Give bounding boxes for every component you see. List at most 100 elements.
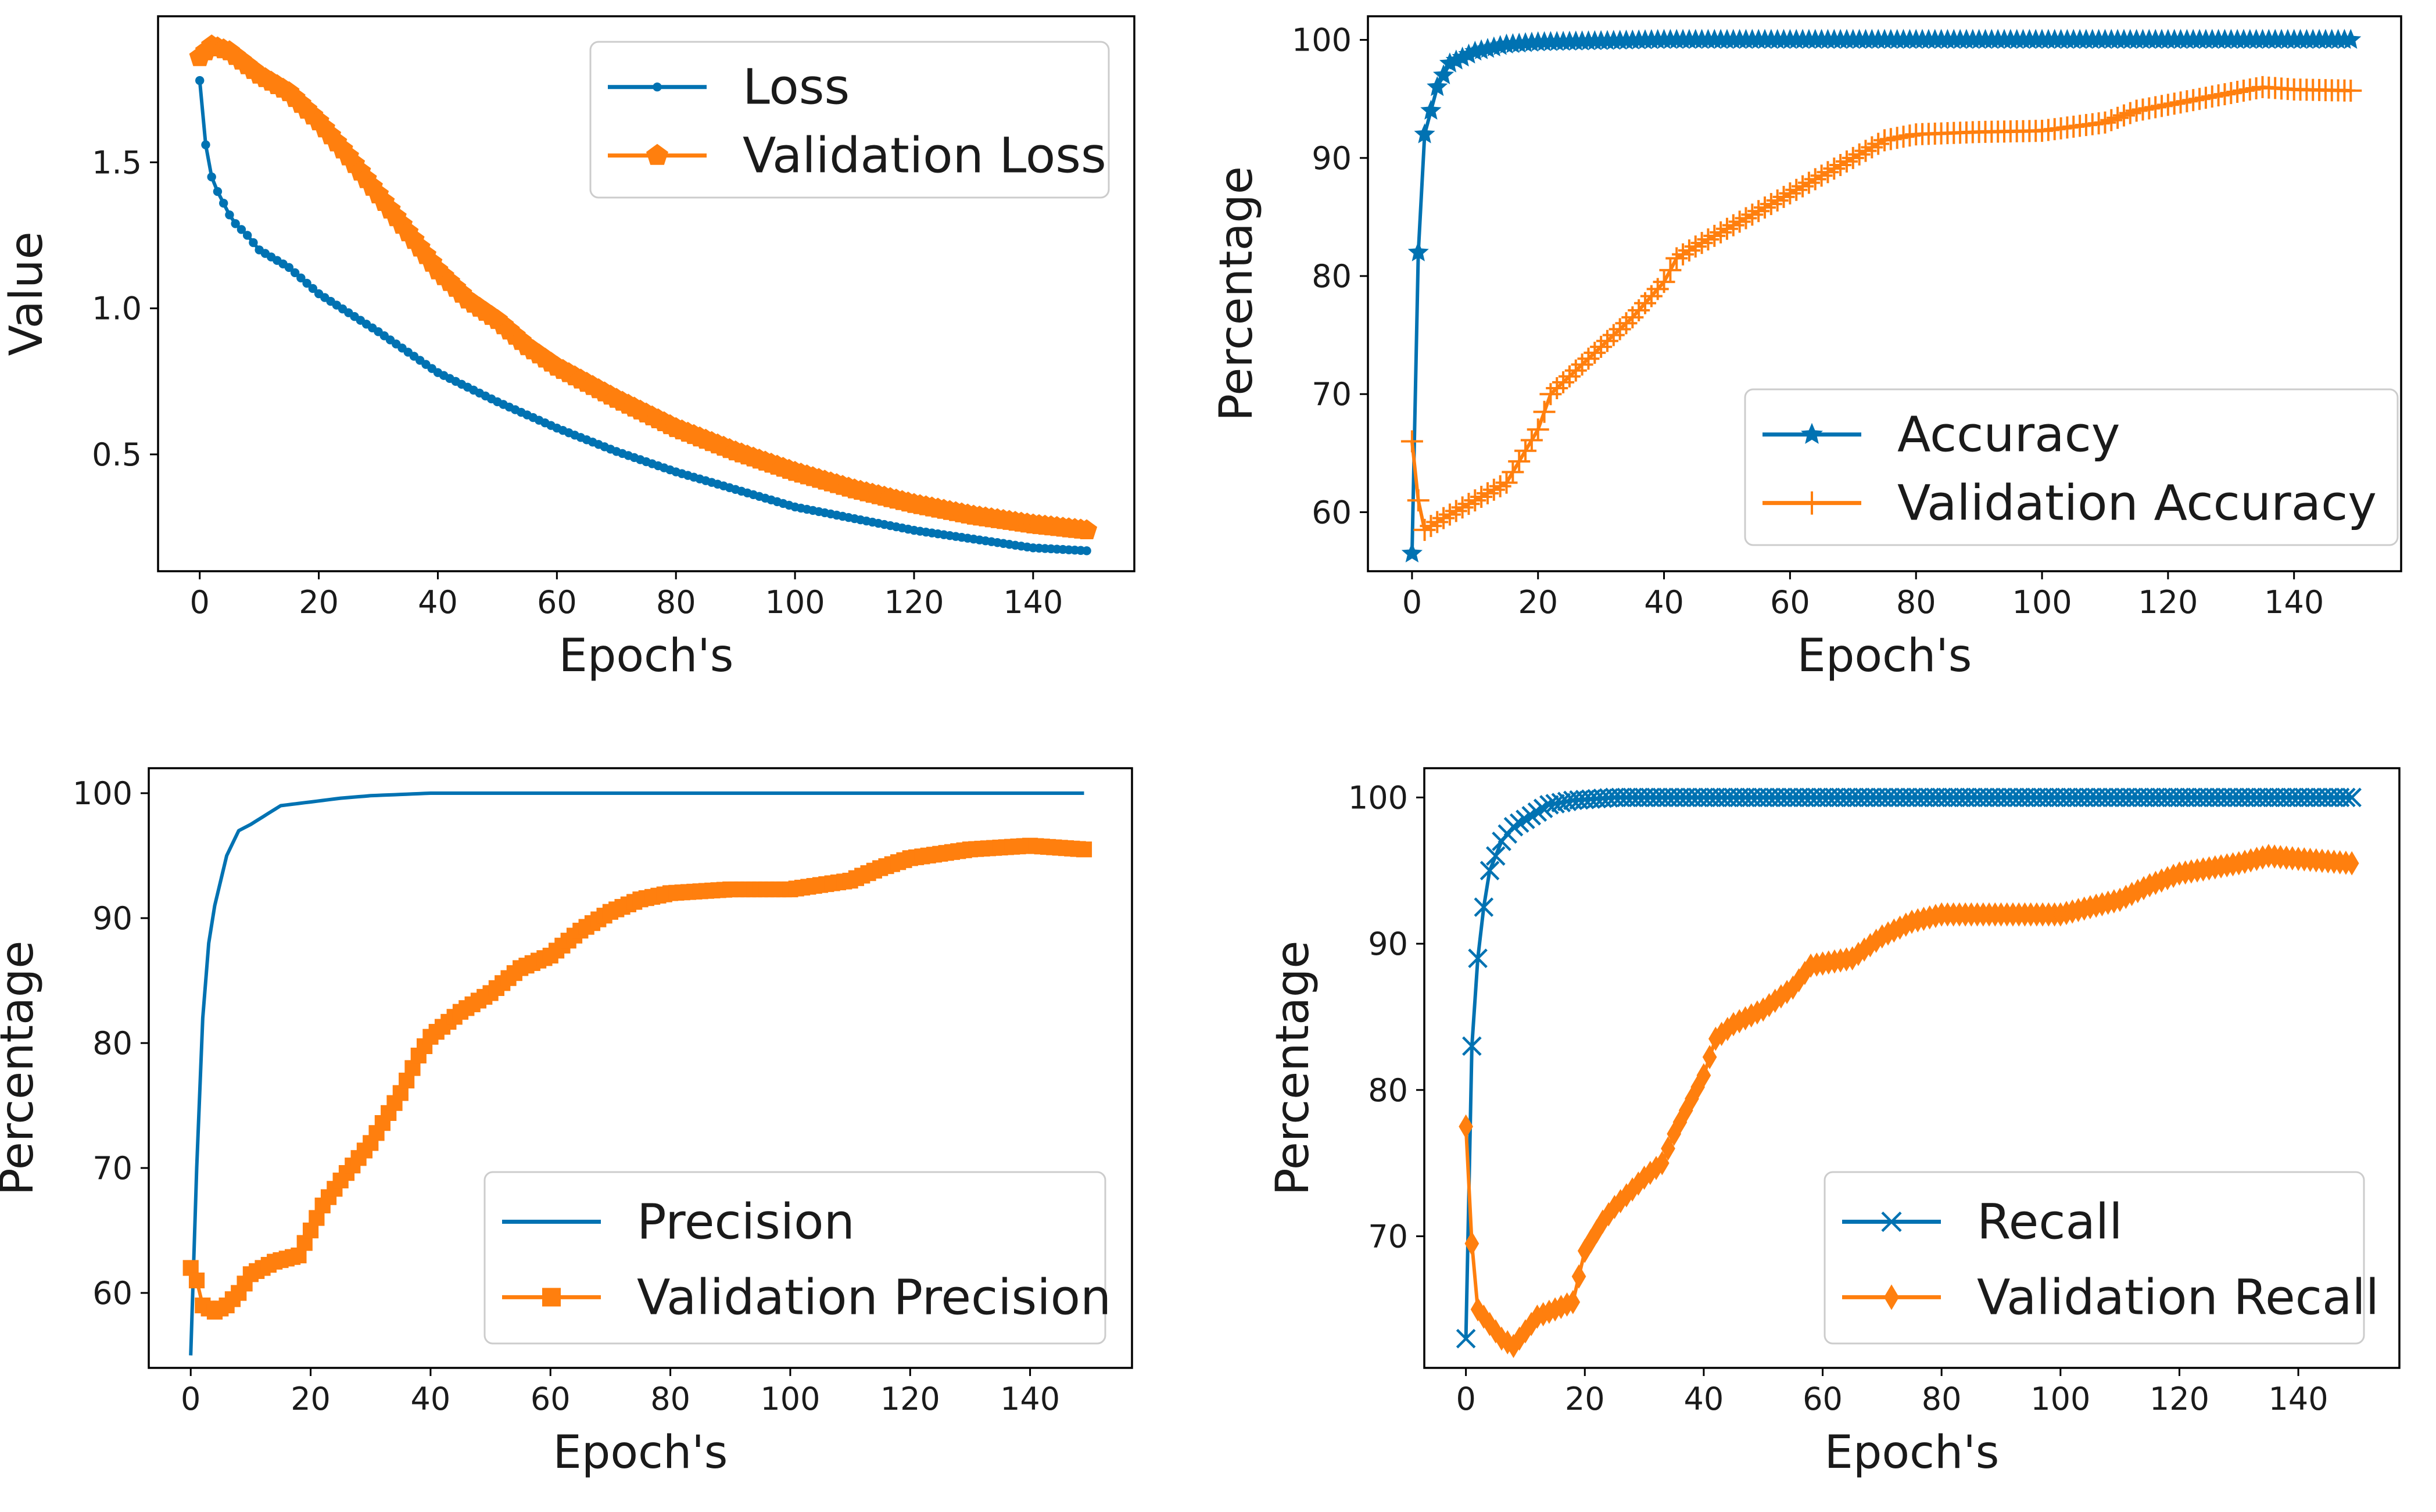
legend-marker: [542, 1288, 561, 1307]
data-point: [1857, 937, 1872, 962]
x-tick-label: 100: [765, 584, 825, 621]
legend-label: Accuracy: [1897, 406, 2120, 463]
data-point: [1509, 813, 1529, 833]
data-point: [296, 273, 306, 283]
data-point: [1696, 1063, 1711, 1088]
data-point: [2336, 787, 2356, 808]
data-point: [1082, 546, 1091, 556]
x-tick-label: 80: [656, 584, 696, 621]
plot-area: [1400, 28, 2362, 562]
data-point: [1464, 1231, 1479, 1256]
data-point: [2344, 851, 2359, 876]
plot-area: [189, 34, 1098, 556]
data-point: [1545, 794, 1565, 814]
data-point: [284, 263, 294, 272]
data-point: [1407, 489, 1430, 512]
data-point: [1533, 798, 1553, 819]
legend-frame: [1824, 1171, 2365, 1345]
data-point: [1520, 429, 1543, 452]
data-point: [2094, 111, 2116, 134]
x-axis-label: Epoch's: [559, 630, 734, 682]
data-point: [1445, 49, 1467, 70]
data-point: [2220, 82, 2242, 105]
data-point: [231, 219, 240, 228]
data-point: [1076, 519, 1098, 539]
legend: Recall Validation Recall: [1824, 1171, 2379, 1345]
data-point: [2154, 868, 2169, 893]
data-point: [1401, 542, 1423, 562]
legend-marker: [1801, 422, 1823, 444]
data-point: [1879, 128, 1902, 151]
data-point: [2213, 83, 2236, 106]
data-point: [2100, 109, 2123, 131]
legend-label: Validation Loss: [743, 127, 1106, 184]
data-point: [1518, 1319, 1533, 1343]
x-tick-label: 80: [650, 1381, 690, 1417]
x-tick-label: 20: [1565, 1381, 1605, 1417]
data-point: [225, 210, 234, 220]
y-axis-label: Percentage: [0, 941, 44, 1196]
data-point: [1661, 1136, 1675, 1161]
x-tick-label: 60: [1803, 1381, 1843, 1417]
data-point: [1539, 795, 1559, 815]
data-point: [1750, 1000, 1765, 1025]
y-tick-label: 80: [1368, 1072, 1408, 1109]
y-tick-label: 90: [1312, 140, 1352, 177]
data-point: [1485, 846, 1506, 866]
panel-loss: 0 20 40 60 80 100 120 140 0.5 1.0 1.5 Epoch's Value L…: [1, 15, 1135, 682]
data-point: [1468, 948, 1488, 969]
x-tick-label: 140: [1003, 584, 1063, 621]
legend: Precision Validation Precision: [483, 1171, 1111, 1345]
y-tick-label: 80: [92, 1025, 132, 1062]
data-point: [1521, 806, 1541, 826]
x-tick-label: 60: [537, 584, 577, 621]
x-tick-label: 40: [1684, 1381, 1724, 1417]
x-tick-label: 40: [411, 1381, 451, 1417]
data-point: [1494, 1326, 1509, 1351]
series-validation-precision: [182, 837, 1092, 1320]
legend-frame: [1744, 388, 2399, 546]
plot-area: [1456, 787, 2362, 1359]
data-point: [1619, 1183, 1634, 1208]
data-point: [213, 187, 223, 196]
x-tick-label: 80: [1896, 584, 1936, 621]
data-point: [1685, 1086, 1699, 1111]
y-axis-label: Percentage: [1210, 166, 1263, 421]
data-point: [1527, 802, 1547, 822]
x-tick-label: 120: [2138, 584, 2198, 621]
x-tick-label: 0: [1402, 584, 1422, 621]
data-point: [1400, 430, 1423, 453]
y-tick-label: 100: [73, 775, 132, 812]
data-point: [1607, 1195, 1622, 1220]
data-point: [1500, 1330, 1515, 1355]
series-precision: [189, 791, 1084, 1356]
data-point: [1566, 1289, 1581, 1314]
data-point: [290, 268, 300, 278]
x-tick-label: 0: [1456, 1381, 1475, 1417]
data-point: [201, 140, 210, 149]
data-point: [2156, 94, 2179, 116]
y-tick-label: 60: [1312, 494, 1352, 531]
data-point: [1584, 1228, 1598, 1253]
data-point: [2232, 80, 2255, 102]
data-point: [1502, 461, 1524, 483]
data-point: [2188, 88, 2211, 110]
data-point: [1527, 418, 1549, 441]
data-point: [2125, 99, 2148, 122]
data-point: [2201, 85, 2223, 108]
data-point: [308, 284, 318, 293]
legend-marker: [653, 83, 662, 92]
data-point: [1892, 126, 1915, 148]
data-point: [2112, 104, 2135, 127]
axes-frame: [148, 767, 1133, 1369]
data-point: [1414, 123, 1435, 144]
data-point: [2207, 84, 2230, 107]
data-point: [1459, 1114, 1473, 1139]
data-point: [249, 238, 258, 248]
data-point: [2163, 92, 2186, 115]
data-point: [1898, 124, 1921, 147]
data-point: [2148, 870, 2163, 895]
data-point: [1458, 44, 1479, 64]
data-point: [1571, 1264, 1586, 1289]
x-tick-label: 60: [1770, 584, 1810, 621]
